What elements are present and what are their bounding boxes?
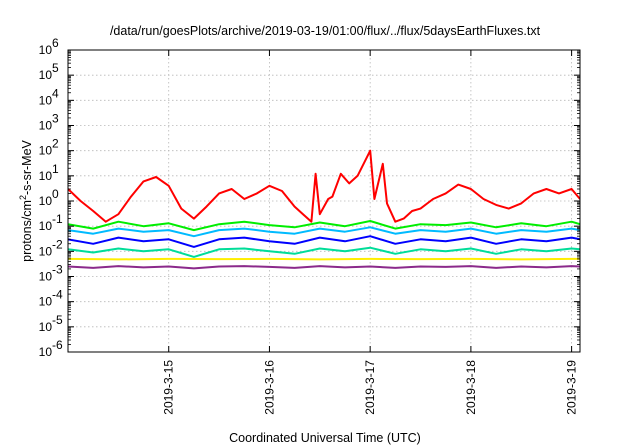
series-line-3: [68, 235, 580, 248]
x-axis-label: Coordinated Universal Time (UTC): [229, 431, 421, 445]
y-tick-label-exponent: -2: [52, 237, 63, 251]
y-tick-label: 10: [39, 194, 53, 208]
y-tick-label-exponent: 2: [52, 137, 59, 151]
y-tick-label-base: 10: [39, 169, 53, 183]
y-tick-label-base: 10: [39, 219, 53, 233]
y-tick-label: 10: [39, 144, 53, 158]
data-series: [68, 149, 580, 270]
y-tick-label-exponent: 3: [52, 112, 59, 126]
y-tick-label-base: 10: [39, 295, 53, 309]
y-tick-label-base: 10: [39, 93, 53, 107]
series-line-0: [68, 149, 580, 223]
y-tick-label-exponent: -5: [52, 313, 63, 327]
series-line-1: [68, 220, 580, 232]
y-tick-label: 10: [39, 43, 53, 57]
series-line-5: [68, 257, 580, 261]
y-tick-label-base: 10: [39, 119, 53, 133]
y-tick-label: 10: [39, 295, 53, 309]
y-tick-label: 10: [39, 169, 53, 183]
y-tick-label: 10: [39, 68, 53, 82]
y-tick-label-exponent: -3: [52, 263, 63, 277]
x-tick-label: 2019-3-18: [464, 360, 478, 415]
y-axis-label-rest: -s-sr-MeV: [20, 139, 34, 195]
y-axis-label: protons/cm2-s-sr-MeV: [18, 139, 34, 261]
y-tick-label-base: 10: [39, 320, 53, 334]
y-tick-label: 10: [39, 219, 53, 233]
x-tick-label: 2019-3-17: [363, 360, 377, 415]
x-tick-label: 2019-3-15: [162, 360, 176, 415]
y-tick-label-exponent: 6: [52, 36, 59, 50]
series-line-2: [68, 226, 580, 238]
y-tick-label-base: 10: [39, 194, 53, 208]
x-tick-label: 2019-3-19: [565, 360, 579, 415]
x-tick-label: 2019-3-16: [262, 360, 276, 415]
y-tick-label-exponent: -4: [52, 288, 63, 302]
y-tick-label-exponent: 1: [52, 162, 59, 176]
y-tick-label: 10: [39, 244, 53, 258]
y-tick-label: 10: [39, 270, 53, 284]
series-line-4: [68, 246, 580, 258]
grid-lines: [68, 50, 580, 352]
y-tick-label-base: 10: [39, 43, 53, 57]
series-line-6: [68, 265, 580, 270]
y-tick-label: 10: [39, 93, 53, 107]
y-tick-label-base: 10: [39, 345, 53, 359]
y-tick-label-exponent: 4: [52, 86, 59, 100]
y-tick-label-exponent: 5: [52, 61, 59, 75]
y-tick-label: 10: [39, 119, 53, 133]
y-tick-label-exponent: -1: [52, 212, 63, 226]
y-tick-label-base: 10: [39, 144, 53, 158]
y-tick-label-base: 10: [39, 68, 53, 82]
y-tick-label-exponent: -6: [52, 338, 63, 352]
y-tick-label-exponent: 0: [52, 187, 59, 201]
y-tick-label-base: 10: [39, 244, 53, 258]
y-axis-label-base: protons/cm: [20, 200, 34, 262]
y-axis-label-sup: 2: [18, 195, 28, 200]
y-tick-label: 10: [39, 320, 53, 334]
chart-title: /data/run/goesPlots/archive/2019-03-19/0…: [110, 24, 541, 38]
y-tick-label: 10: [39, 345, 53, 359]
axis-ticks: 10 -610 -510 -410 -310 -210 -110 010 110 210 310 41…: [39, 36, 580, 415]
y-tick-label-base: 10: [39, 270, 53, 284]
